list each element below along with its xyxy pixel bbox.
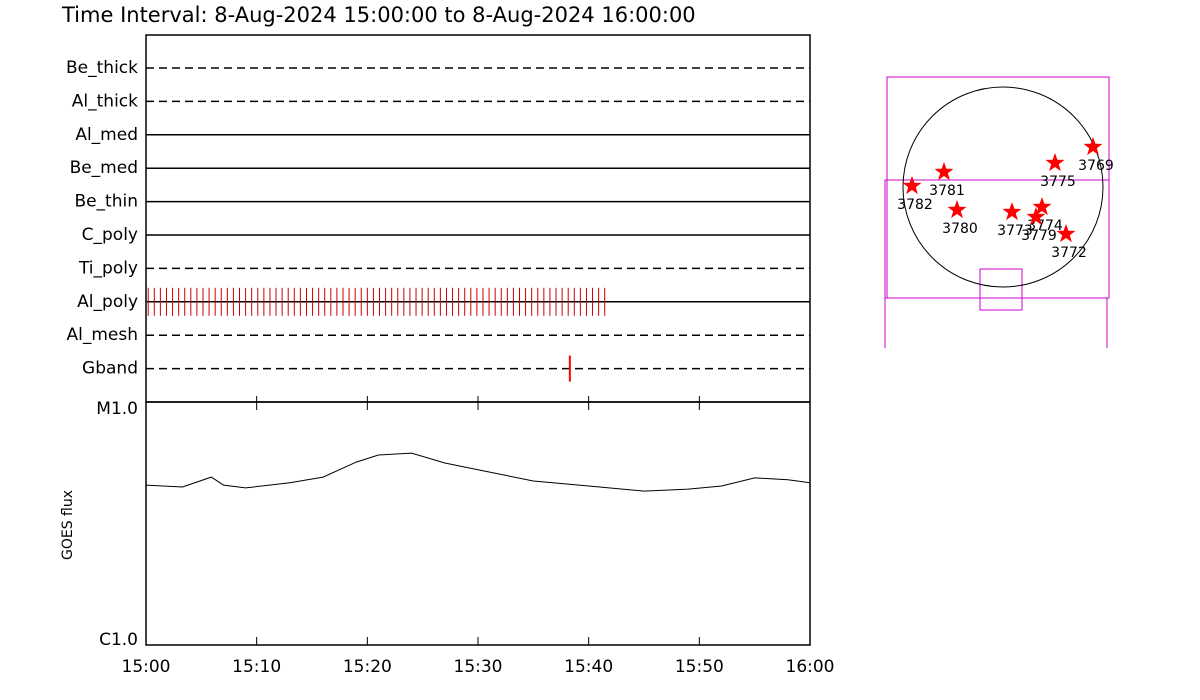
region-label: 3782	[897, 197, 933, 213]
x-tick-label: 15:40	[564, 657, 613, 677]
x-tick-label: 15:00	[122, 657, 171, 677]
row-label: Al_mesh	[66, 325, 138, 345]
region-label: 3769	[1078, 158, 1114, 174]
row-label: Gband	[82, 359, 138, 379]
x-tick-label: 15:10	[232, 657, 281, 677]
chart-title: Time Interval: 8-Aug-2024 15:00:00 to 8-…	[61, 3, 696, 27]
region-star	[1026, 207, 1046, 226]
goes-curve	[145, 452, 811, 492]
y-tick-label: M1.0	[96, 399, 138, 419]
region-label: 3779	[1021, 228, 1057, 244]
fov-boxes	[884, 76, 1110, 348]
region-star	[947, 200, 967, 219]
region-label: 3781	[929, 183, 965, 199]
region-label: 3780	[942, 221, 978, 237]
row-label: Be_med	[70, 158, 138, 178]
y-tick-label: C1.0	[99, 630, 138, 650]
row-label: Al_med	[75, 125, 138, 145]
region-star	[1032, 197, 1052, 216]
region-star	[1002, 202, 1022, 221]
region-star	[1083, 137, 1103, 156]
x-tick-label: 15:50	[675, 657, 724, 677]
solar-disk	[902, 86, 1104, 288]
region-star	[902, 176, 922, 195]
fov-box	[884, 179, 1110, 299]
row-label: Al_poly	[77, 292, 138, 312]
region-label: 3772	[1051, 245, 1087, 261]
row-label: Ti_poly	[78, 258, 138, 278]
row-label: Be_thin	[74, 192, 138, 212]
region-star	[934, 162, 954, 181]
row-label: Be_thick	[66, 58, 138, 78]
region-star	[1045, 153, 1065, 172]
x-tick-label: 16:00	[786, 657, 835, 677]
region-label: 3773	[997, 223, 1033, 239]
region-label: 3774	[1027, 218, 1063, 234]
region-label: 3775	[1040, 174, 1076, 190]
row-label: C_poly	[82, 225, 138, 245]
fov-box	[979, 268, 1023, 311]
x-tick-label: 15:30	[454, 657, 503, 677]
y-axis-label: GOES flux	[60, 490, 76, 560]
x-tick-label: 15:20	[343, 657, 392, 677]
region-star	[1056, 224, 1076, 243]
row-label: Al_thick	[72, 91, 138, 111]
